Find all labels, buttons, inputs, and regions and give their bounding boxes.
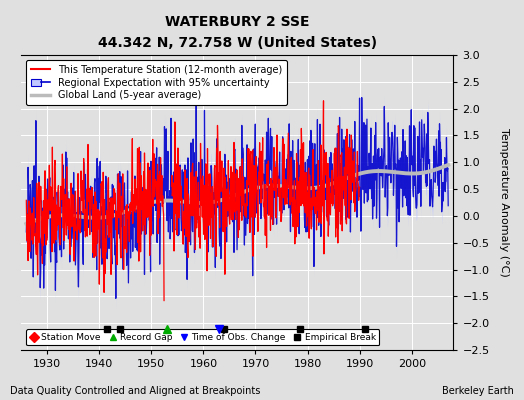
Y-axis label: Temperature Anomaly (°C): Temperature Anomaly (°C) (499, 128, 509, 277)
Legend: Station Move, Record Gap, Time of Obs. Change, Empirical Break: Station Move, Record Gap, Time of Obs. C… (26, 329, 379, 346)
Text: Berkeley Earth: Berkeley Earth (442, 386, 514, 396)
Title: WATERBURY 2 SSE
44.342 N, 72.758 W (United States): WATERBURY 2 SSE 44.342 N, 72.758 W (Unit… (97, 15, 377, 50)
Text: Data Quality Controlled and Aligned at Breakpoints: Data Quality Controlled and Aligned at B… (10, 386, 261, 396)
